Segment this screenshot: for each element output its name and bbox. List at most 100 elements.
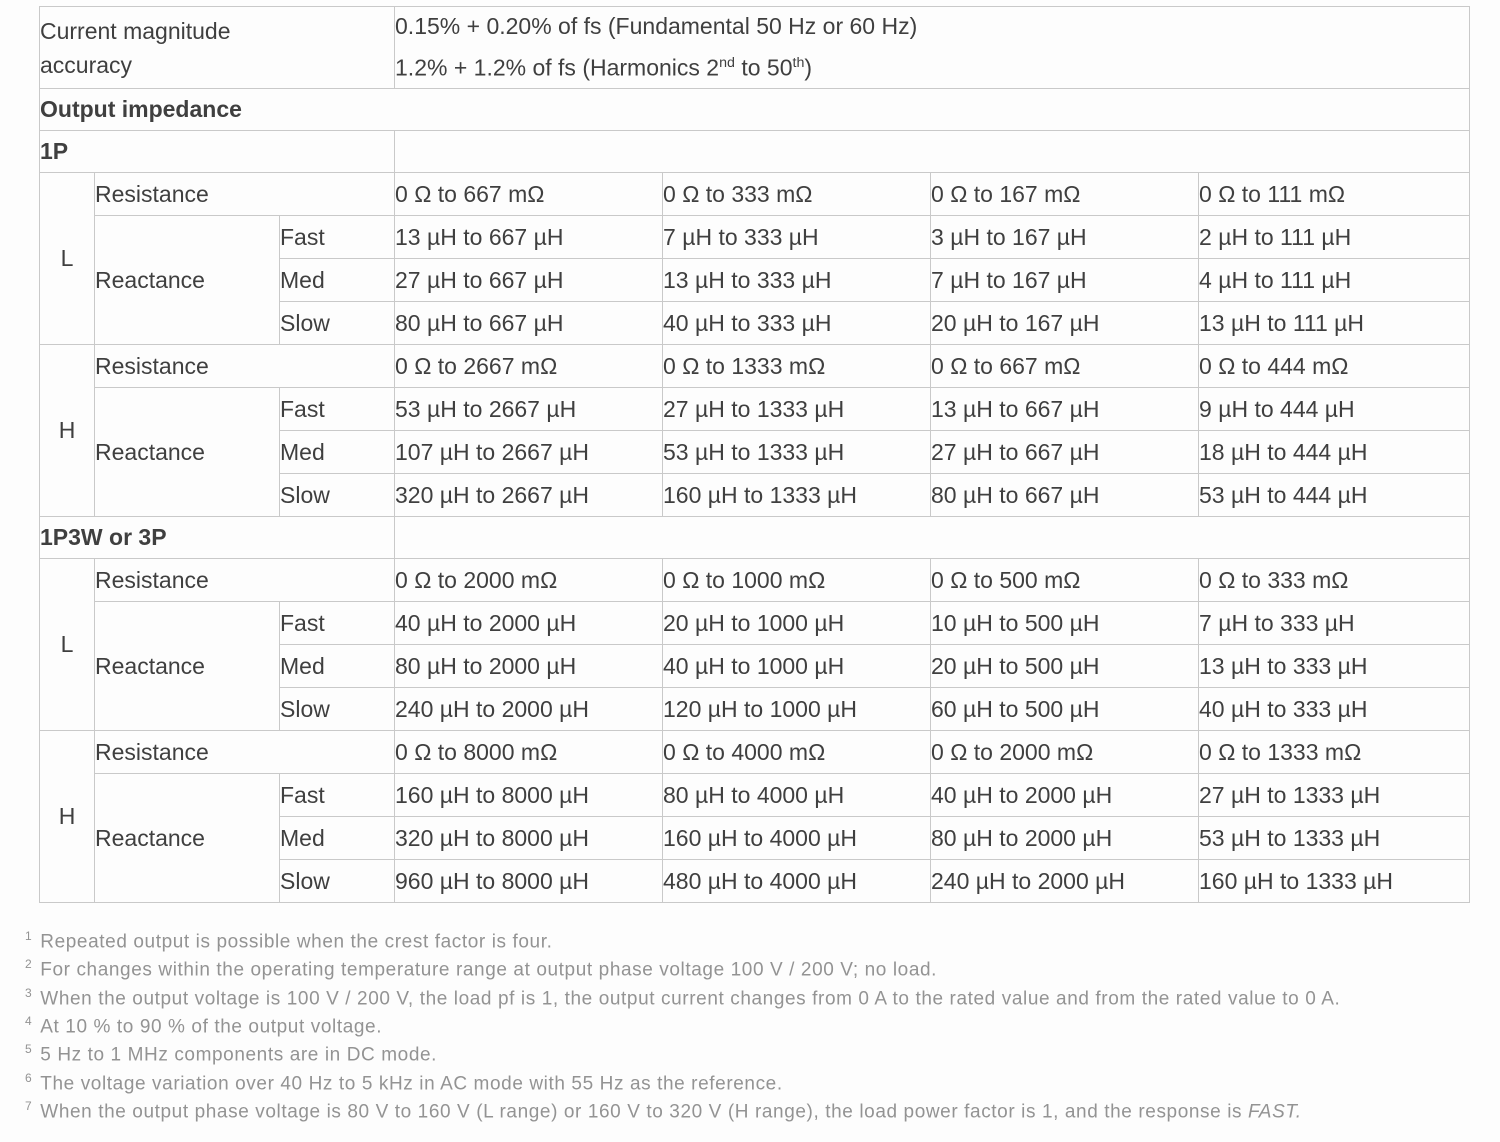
- impedance-value-cell: 0 Ω to 667 mΩ: [930, 344, 1200, 388]
- reactance-label-cell: Reactance: [94, 773, 280, 903]
- spec-table: Current magnitude accuracy 0.15% + 0.20%…: [38, 6, 1471, 903]
- accuracy-line-2-part2: to 50: [734, 54, 793, 81]
- footnote-4-text: At 10 % to 90 % of the output voltage.: [40, 1016, 383, 1038]
- accuracy-line-2-part3: ): [804, 54, 813, 81]
- reactance-label-cell: Reactance: [94, 215, 280, 345]
- table-row: Reactance Fast 40 µH to 2000 µH 20 µH to…: [40, 601, 1471, 731]
- impedance-value-cell: 18 µH to 444 µH: [1198, 430, 1471, 474]
- section-header-1p3w-3p: 1P3W or 3P: [38, 516, 396, 559]
- speed-label-cell: Fast: [278, 387, 396, 431]
- impedance-value-cell: 0 Ω to 4000 mΩ: [662, 730, 932, 774]
- impedance-value-cell: 13 µH to 667 µH: [394, 215, 664, 259]
- speed-label-cell: Med: [278, 258, 396, 302]
- impedance-value-cell: 20 µH to 500 µH: [930, 644, 1200, 688]
- footnote-5-text: 5 Hz to 1 MHz components are in DC mode.: [40, 1044, 438, 1066]
- impedance-value-cell: 0 Ω to 667 mΩ: [394, 172, 664, 216]
- impedance-value-cell: 480 µH to 4000 µH: [662, 859, 932, 903]
- impedance-value-cell: 7 µH to 333 µH: [1198, 601, 1471, 645]
- impedance-value-cell: 40 µH to 2000 µH: [930, 773, 1200, 817]
- impedance-value-cell: 0 Ω to 8000 mΩ: [394, 730, 664, 774]
- empty-cell: [394, 516, 1471, 559]
- impedance-value-cell: 0 Ω to 2000 mΩ: [394, 558, 664, 602]
- impedance-value-cell: 0 Ω to 500 mΩ: [930, 558, 1200, 602]
- range-cell-l: L: [39, 172, 95, 345]
- empty-cell: [394, 130, 1471, 173]
- impedance-value-cell: 960 µH to 8000 µH: [394, 859, 664, 903]
- footnote-6: 6 The voltage variation over 40 Hz to 5 k…: [25, 1067, 1445, 1095]
- speed-label-cell: Med: [278, 644, 396, 688]
- impedance-value-cell: 80 µH to 2000 µH: [394, 644, 664, 688]
- footnote-7: 7 When the output phase voltage is 80 V t…: [25, 1095, 1445, 1123]
- speed-label-cell: Slow: [278, 301, 396, 345]
- impedance-value-cell: 160 µH to 4000 µH: [662, 816, 932, 860]
- table-row: L Resistance 0 Ω to 667 mΩ 0 Ω to 333 mΩ…: [39, 172, 1471, 345]
- footnote-1-text: Repeated output is possible when the cre…: [40, 931, 553, 953]
- impedance-value-cell: 53 µH to 1333 µH: [662, 430, 932, 474]
- footnote-6-text: The voltage variation over 40 Hz to 5 kH…: [40, 1072, 783, 1094]
- table-row: H Resistance 0 Ω to 8000 mΩ 0 Ω to 4000 …: [39, 730, 1471, 903]
- impedance-value-cell: 240 µH to 2000 µH: [394, 687, 664, 731]
- accuracy-line-1: 0.15% + 0.20% of fs (Fundamental 50 Hz o…: [395, 13, 918, 40]
- impedance-value-cell: 160 µH to 1333 µH: [1198, 859, 1471, 903]
- impedance-value-cell: 10 µH to 500 µH: [930, 601, 1200, 645]
- impedance-value-cell: 40 µH to 2000 µH: [394, 601, 664, 645]
- footnote-1-number: 1: [25, 929, 33, 943]
- impedance-value-cell: 0 Ω to 167 mΩ: [930, 172, 1200, 216]
- table-row: Output impedance: [38, 88, 1471, 131]
- resistance-label-cell: Resistance: [93, 558, 396, 602]
- footnote-3: 3 When the output voltage is 100 V / 200 …: [25, 982, 1445, 1010]
- impedance-value-cell: 80 µH to 2000 µH: [930, 816, 1200, 860]
- table-row: Med 320 µH to 8000 µH 160 µH to 4000 µH …: [40, 816, 1471, 860]
- impedance-value-cell: 0 Ω to 333 mΩ: [662, 172, 932, 216]
- accuracy-label: Current magnitude accuracy: [40, 17, 231, 78]
- impedance-value-cell: 7 µH to 167 µH: [930, 258, 1200, 302]
- resistance-label-cell: Resistance: [93, 730, 396, 774]
- impedance-value-cell: 0 Ω to 1333 mΩ: [1198, 730, 1471, 774]
- table-row: Reactance Fast 53 µH to 2667 µH 27 µH to…: [40, 387, 1471, 517]
- impedance-value-cell: 60 µH to 500 µH: [930, 687, 1200, 731]
- table-row: Reactance Fast 13 µH to 667 µH 7 µH to 3…: [40, 215, 1471, 345]
- impedance-value-cell: 0 Ω to 1333 mΩ: [662, 344, 932, 388]
- table-row: Med 107 µH to 2667 µH 53 µH to 1333 µH 2…: [40, 430, 1471, 474]
- accuracy-value-cell: 0.15% + 0.20% of fs (Fundamental 50 Hz o…: [394, 6, 1471, 89]
- impedance-value-cell: 27 µH to 1333 µH: [662, 387, 932, 431]
- impedance-value-cell: 40 µH to 1000 µH: [662, 644, 932, 688]
- range-cell-l: L: [39, 558, 95, 731]
- table-row: Med 80 µH to 2000 µH 40 µH to 1000 µH 20…: [40, 644, 1471, 688]
- impedance-value-cell: 3 µH to 167 µH: [930, 215, 1200, 259]
- footnote-7-text: When the output phase voltage is 80 V to…: [40, 1101, 1248, 1123]
- impedance-value-cell: 9 µH to 444 µH: [1198, 387, 1471, 431]
- speed-label-cell: Fast: [278, 215, 396, 259]
- accuracy-line-2-part1: 1.2% + 1.2% of fs (Harmonics 2: [395, 54, 720, 81]
- impedance-value-cell: 0 Ω to 1000 mΩ: [662, 558, 932, 602]
- range-cell-h: H: [39, 730, 95, 903]
- impedance-value-cell: 320 µH to 2667 µH: [394, 473, 664, 517]
- table-row: Slow 80 µH to 667 µH 40 µH to 333 µH 20 …: [40, 301, 1471, 345]
- impedance-value-cell: 53 µH to 444 µH: [1198, 473, 1471, 517]
- table-row: H Resistance 0 Ω to 2667 mΩ 0 Ω to 1333 …: [39, 344, 1471, 517]
- table-row: Slow 960 µH to 8000 µH 480 µH to 4000 µH…: [40, 859, 1471, 903]
- table-row: 1P3W or 3P: [38, 516, 1471, 559]
- impedance-value-cell: 40 µH to 333 µH: [662, 301, 932, 345]
- impedance-value-cell: 0 Ω to 333 mΩ: [1198, 558, 1471, 602]
- reactance-label-cell: Reactance: [94, 601, 280, 731]
- impedance-value-cell: 0 Ω to 2000 mΩ: [930, 730, 1200, 774]
- resistance-label-cell: Resistance: [93, 344, 396, 388]
- reactance-label-cell: Reactance: [94, 387, 280, 517]
- impedance-value-cell: 13 µH to 111 µH: [1198, 301, 1471, 345]
- footnote-7-number: 7: [25, 1098, 33, 1113]
- impedance-value-cell: 0 Ω to 444 mΩ: [1198, 344, 1471, 388]
- footnote-2-number: 2: [25, 957, 33, 972]
- impedance-value-cell: 80 µH to 667 µH: [930, 473, 1200, 517]
- speed-label-cell: Med: [278, 816, 396, 860]
- impedance-value-cell: 13 µH to 333 µH: [662, 258, 932, 302]
- footnote-7-italic: FAST.: [1248, 1101, 1302, 1123]
- impedance-value-cell: 4 µH to 111 µH: [1198, 258, 1471, 302]
- accuracy-line-2: 1.2% + 1.2% of fs (Harmonics 2nd to 50th…: [395, 45, 1469, 87]
- resistance-label-cell: Resistance: [93, 172, 396, 216]
- accuracy-ordinal-nd: nd: [719, 55, 735, 72]
- footnote-3-text: When the output voltage is 100 V / 200 V…: [40, 987, 1341, 1009]
- speed-label-cell: Slow: [278, 687, 396, 731]
- speed-label-cell: Fast: [278, 773, 396, 817]
